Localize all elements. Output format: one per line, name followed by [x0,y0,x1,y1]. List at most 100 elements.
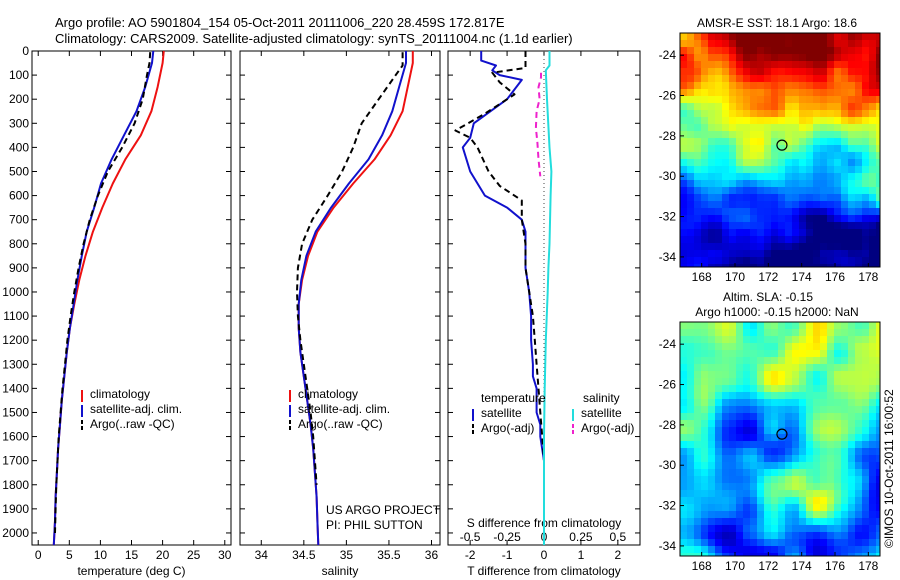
heatmap-cell [799,243,807,251]
heatmap-cell [820,187,828,195]
heatmap-cell [813,329,821,337]
heatmap-cell [757,103,765,111]
heatmap-cell [708,194,716,202]
heatmap-cell [757,89,765,97]
heatmap-cell [680,532,688,540]
heatmap-cell [778,364,786,372]
heatmap-cell [792,103,800,111]
heatmap-cell [687,497,695,505]
heatmap-cell [848,96,856,104]
heatmap-cell [708,229,716,237]
heatmap-cell [785,378,793,386]
heatmap-cell [750,448,758,456]
heatmap-cell [750,476,758,484]
heatmap-cell [841,322,849,330]
heatmap-cell [708,469,716,477]
heatmap-cell [764,448,772,456]
heatmap-cell [750,145,758,153]
heatmap-cell [792,180,800,188]
heatmap-cell [708,546,716,554]
heatmap-cell [841,434,849,442]
heatmap-cell [834,201,842,209]
heatmap-cell [708,385,716,393]
heatmap-cell [757,257,765,265]
heatmap-cell [876,187,881,195]
heatmap-cell [785,392,793,400]
heatmap-cell [715,476,723,484]
heatmap-cell [750,96,758,104]
heatmap-cell [722,420,730,428]
heatmap-cell [820,159,828,167]
heatmap-cell [834,399,842,407]
heatmap-cell [806,75,814,83]
heatmap-cell [708,257,716,265]
heatmap-cell [757,166,765,174]
heatmap-cell [680,357,688,365]
heatmap-cell [722,413,730,421]
heatmap-cell [729,138,737,146]
heatmap-cell [799,399,807,407]
heatmap-cell [764,469,772,477]
heatmap-cell [778,152,786,160]
heatmap-cell [855,236,863,244]
heatmap-cell [806,413,814,421]
heatmap-cell [715,343,723,351]
heatmap-cell [876,469,881,477]
heatmap-cell [869,110,877,118]
heatmap-cell [848,469,856,477]
heatmap-cell [701,257,709,265]
heatmap-cell [764,208,772,216]
heatmap-cell [806,378,814,386]
heatmap-cell [785,329,793,337]
heatmap-cell [876,441,881,449]
heatmap-cell [694,539,702,547]
lon-tick-label: 174 [792,559,812,573]
heatmap-cell [834,33,842,41]
heatmap-cell [855,385,863,393]
x-tick-label: 15 [125,548,139,562]
heatmap-cell [855,110,863,118]
heatmap-cell [715,371,723,379]
heatmap-cell [771,257,779,265]
heatmap-cell [694,40,702,48]
heatmap-cell [862,117,870,125]
heatmap-cell [785,539,793,547]
heatmap-cell [736,145,744,153]
heatmap-cell [771,518,779,526]
heatmap-cell [750,462,758,470]
heatmap-cell [799,166,807,174]
heatmap-cell [750,532,758,540]
heatmap-cell [820,420,828,428]
heatmap-cell [736,96,744,104]
heatmap-cell [848,364,856,372]
heatmap-cell [701,110,709,118]
heatmap-cell [799,222,807,230]
heatmap-cell [743,448,751,456]
heatmap-cell [827,378,835,386]
heatmap-cell [757,392,765,400]
heatmap-cell [813,483,821,491]
heatmap-cell [764,40,772,48]
heatmap-cell [764,110,772,118]
heatmap-cell [799,208,807,216]
heatmap-cell [813,532,821,540]
heatmap-cell [799,553,807,557]
heatmap-cell [736,469,744,477]
heatmap-cell [827,455,835,463]
heatmap-cell [715,322,723,330]
heatmap-cell [757,497,765,505]
heatmap-cell [841,180,849,188]
heatmap-cell [848,322,856,330]
heatmap-cell [771,159,779,167]
heatmap-cell [841,455,849,463]
heatmap-cell [694,33,702,41]
heatmap-cell [736,553,744,557]
heatmap-cell [715,131,723,139]
heatmap-cell [841,40,849,48]
heatmap-cell [841,131,849,139]
heatmap-cell [876,357,881,365]
heatmap-cell [694,103,702,111]
heatmap-cell [806,399,814,407]
heatmap-cell [799,124,807,132]
heatmap-cell [827,166,835,174]
